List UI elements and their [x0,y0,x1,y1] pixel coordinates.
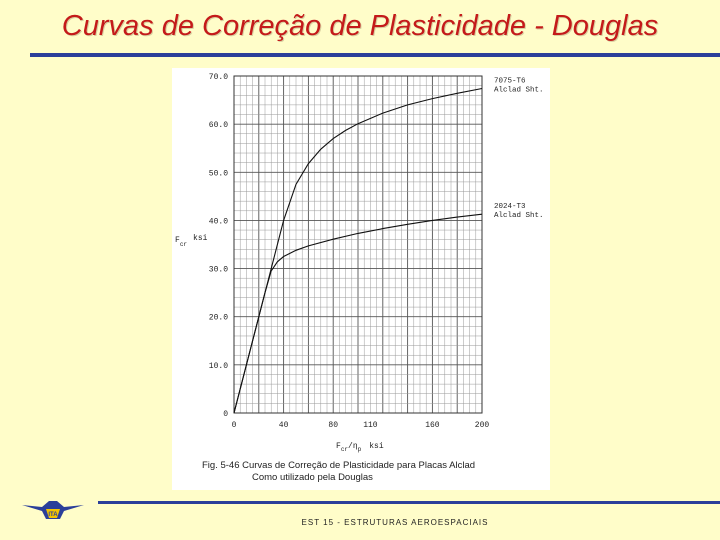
footer-course-title: EST 15 - ESTRUTURAS AEROESPACIAIS [301,518,489,527]
y-tick-label: 20.0 [209,314,228,323]
chart-grid [233,75,483,414]
y-tick-label: 30.0 [209,266,228,275]
y-axis-label: Fcrksi [175,234,208,248]
footer-rule [98,501,720,504]
series-label-7075-t6: 7075-T6 [494,78,526,86]
series-sublabel-2024-t3: Alclad Sht. [494,212,544,220]
ita-logo: ITA [22,501,84,519]
slide-title: Curvas de Correção de Plasticidade - Dou… [61,10,659,42]
y-tick-label: 70.0 [209,73,228,82]
figure-caption-line2: Como utilizado pela Douglas [252,472,373,483]
y-tick-label: 10.0 [209,362,228,371]
chart-tick-labels: 0 10.0 20.0 30.0 40.0 50.0 60.0 70.0 0 40 80 110 160… [209,73,490,430]
x-tick-label: 0 [232,421,237,430]
series-label-2024-t3: 2024-T3 [494,203,526,211]
plasticity-chart-figure: 7075-T6 Alclad Sht. 2024-T3 Alclad Sht. 0 10… [172,68,550,490]
y-tick-label: 40.0 [209,217,228,226]
series-sublabel-7075-t6: Alclad Sht. [494,87,544,95]
svg-text:ITA: ITA [48,512,58,518]
series-line-2024-t3 [233,213,483,414]
y-tick-label: 60.0 [209,121,228,130]
x-axis-label: Fcr/ηp ksi [336,442,384,453]
figure-caption-line1: Fig. 5-46 Curvas de Correção de Plastici… [202,460,475,471]
x-tick-label: 200 [475,421,490,430]
y-tick-label: 0 [223,410,228,419]
x-tick-label: 40 [279,421,289,430]
x-tick-label: 110 [363,421,378,430]
plot-frame [233,75,483,414]
title-underline [30,53,720,57]
x-tick-label: 80 [328,421,338,430]
y-tick-label: 50.0 [209,169,228,178]
chart-axes [233,75,483,414]
x-tick-label: 160 [425,421,440,430]
